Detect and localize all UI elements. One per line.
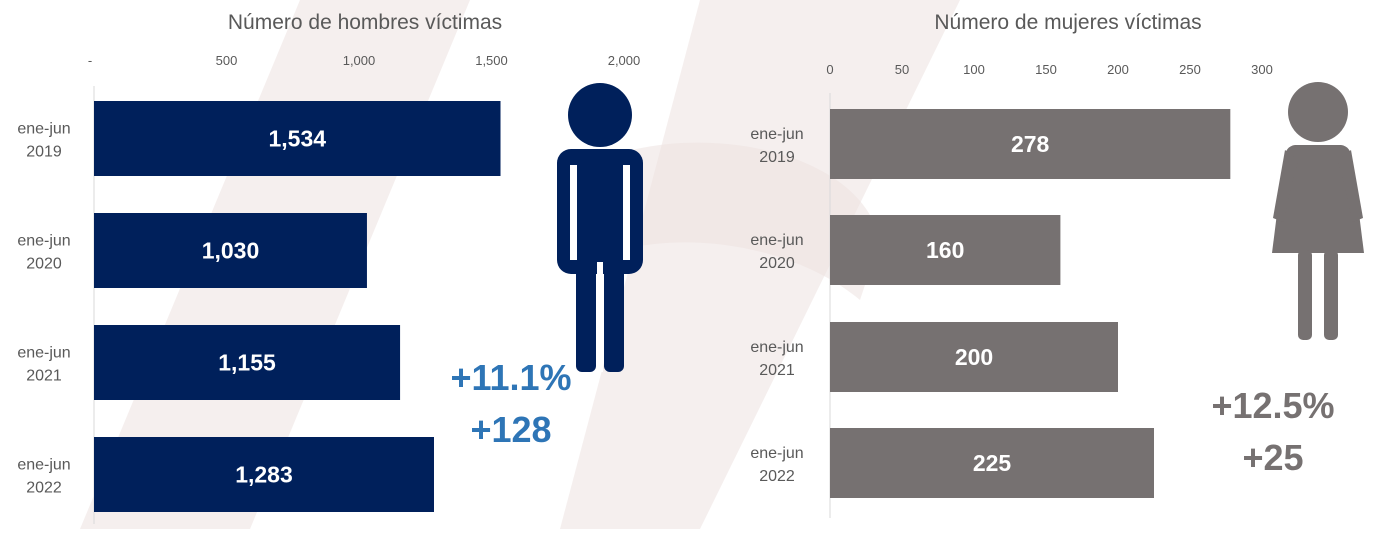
women-category-label-line2: 2022 [759,468,795,485]
women-chart: Número de mujeres víctimas +12.5% +25 0 5… [750,11,1335,518]
men-chart: Número de hombres víctimas +11.1% +128 -… [17,11,640,524]
women-tick-label: 250 [1179,62,1201,77]
men-category-label-line2: 2021 [26,368,62,385]
men-category-label-line1: ene-jun [17,121,70,138]
women-tick-label: 200 [1107,62,1129,77]
women-category-label-line1: ene-jun [750,339,803,356]
men-change-absolute: +128 [470,409,551,450]
men-category-label-line2: 2019 [26,144,62,161]
women-bar-value-label: 200 [955,344,993,370]
men-change-percent: +11.1% [450,357,571,398]
women-tick-label: 300 [1251,62,1273,77]
women-bar [830,322,1118,392]
men-tick-label: 1,500 [475,53,508,68]
women-tick-label: 50 [895,62,909,77]
women-chart-title: Número de mujeres víctimas [934,11,1201,34]
women-category-label-line1: ene-jun [750,445,803,462]
men-tick-label: 1,000 [343,53,376,68]
women-tick-label: 100 [963,62,985,77]
men-tick-label: 500 [216,53,238,68]
women-bar-value-label: 225 [973,450,1012,476]
men-bar-value-label: 1,155 [218,350,276,376]
men-category-label-line2: 2022 [26,480,62,497]
men-category-label-line1: ene-jun [17,457,70,474]
women-category-label-line1: ene-jun [750,232,803,249]
women-category-label-line2: 2021 [759,362,795,379]
women-bar-value-label: 160 [926,237,964,263]
women-bar [830,109,1231,179]
men-bar-value-label: 1,030 [202,238,260,264]
men-category-label-line2: 2020 [26,256,62,273]
man-icon [557,83,643,372]
women-bar [830,428,1154,498]
women-tick-label: 150 [1035,62,1057,77]
men-bar-value-label: 1,283 [235,462,293,488]
men-tick-label: 2,000 [608,53,641,68]
men-chart-title: Número de hombres víctimas [228,11,502,34]
women-change-percent: +12.5% [1211,385,1334,426]
women-category-label-line2: 2020 [759,255,795,272]
women-bar [830,215,1061,285]
men-bar [94,101,501,176]
men-category-label-line1: ene-jun [17,345,70,362]
men-bar [94,213,367,288]
woman-icon [1272,82,1364,340]
men-tick-label: - [88,53,92,68]
women-change-absolute: +25 [1242,437,1303,478]
women-category-label-line1: ene-jun [750,126,803,143]
men-bar-value-label: 1,534 [268,126,326,152]
women-category-label-line2: 2019 [759,149,795,166]
men-bar [94,325,401,400]
women-tick-label: 0 [826,62,833,77]
men-category-label-line1: ene-jun [17,233,70,250]
women-bar-value-label: 278 [1011,131,1050,157]
men-bar [94,437,434,512]
